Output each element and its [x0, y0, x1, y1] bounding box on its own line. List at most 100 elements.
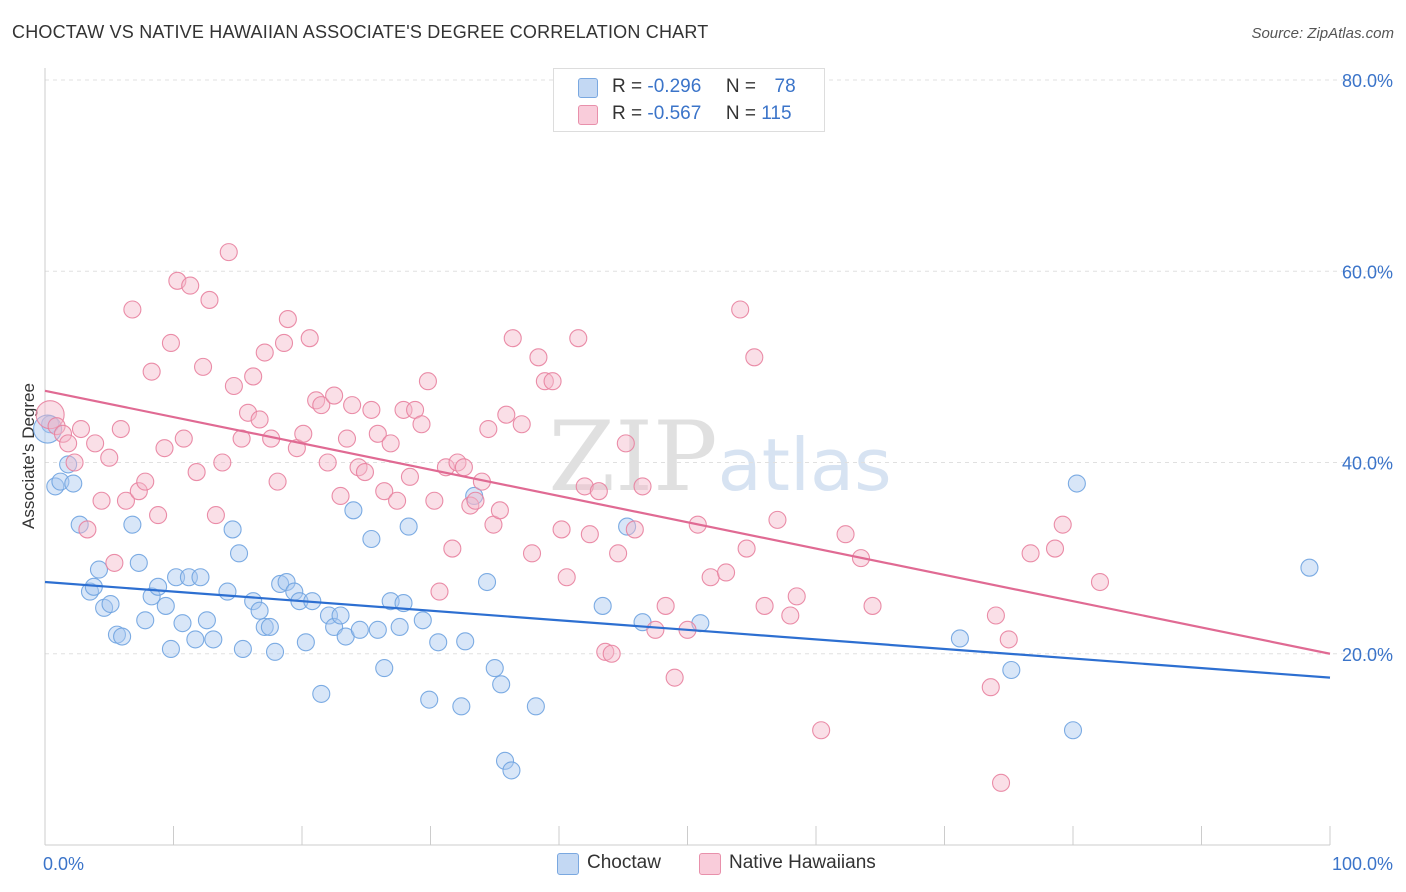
- native-hawaiians-point: [466, 491, 485, 510]
- native-hawaiians-point: [312, 396, 331, 415]
- choctaw-point: [113, 627, 132, 646]
- choctaw-point: [64, 474, 83, 493]
- native-hawaiians-point: [503, 329, 522, 348]
- choctaw-point: [492, 675, 511, 694]
- native-hawaiians-point: [665, 668, 684, 687]
- choctaw-point: [350, 620, 369, 639]
- choctaw-point: [312, 684, 331, 703]
- native-hawaiians-point: [412, 415, 431, 434]
- native-hawaiians-point: [512, 415, 531, 434]
- choctaw-point: [296, 633, 315, 652]
- native-hawaiians-point: [343, 396, 362, 415]
- native-hawaiians-point: [181, 276, 200, 295]
- native-hawaiians-point: [155, 439, 174, 458]
- native-hawaiians-point: [142, 362, 161, 381]
- native-hawaiians-trend-line: [44, 389, 1331, 655]
- legend-n-label: N =: [725, 76, 756, 97]
- native-hawaiians-point: [123, 300, 142, 319]
- choctaw-point: [233, 639, 252, 659]
- native-hawaiians-point: [149, 506, 168, 525]
- chart-title: CHOCTAW VS NATIVE HAWAIIAN ASSOCIATE'S D…: [12, 22, 709, 42]
- native-hawaiians-swatch: [699, 853, 721, 875]
- choctaw-point: [413, 611, 432, 630]
- choctaw-trend-line: [44, 580, 1331, 679]
- native-hawaiians-point: [557, 568, 576, 587]
- native-hawaiians-point: [787, 587, 806, 606]
- choctaw-point: [1300, 558, 1319, 577]
- choctaw-point: [1002, 660, 1021, 680]
- native-hawaiians-point: [1053, 515, 1072, 534]
- native-hawaiians-point: [543, 372, 562, 391]
- native-hawaiians-point: [589, 482, 608, 501]
- native-hawaiians-point: [278, 310, 297, 329]
- source-label: Source: ZipAtlas.com: [1251, 25, 1394, 42]
- choctaw-point: [255, 617, 274, 637]
- choctaw-point: [344, 501, 363, 520]
- native-hawaiians-point: [575, 477, 594, 496]
- native-hawaiians-point: [213, 453, 232, 472]
- native-hawaiians-point: [701, 568, 720, 587]
- native-hawaiians-point: [274, 333, 294, 353]
- native-hawaiians-point: [646, 620, 665, 639]
- choctaw-point: [456, 632, 475, 651]
- native-hawaiians-point: [400, 467, 419, 486]
- native-hawaiians-point: [1045, 539, 1065, 558]
- native-hawaiians-point: [111, 419, 130, 439]
- choctaw-point: [229, 544, 249, 563]
- choctaw-point: [452, 697, 471, 716]
- native-hawaiians-point: [53, 424, 73, 443]
- choctaw-point: [46, 477, 65, 496]
- native-hawaiians-point: [418, 372, 437, 391]
- native-hawaiians-point: [238, 403, 258, 422]
- native-hawaiians-point: [812, 721, 831, 740]
- legend-swatch-choctaw: [578, 78, 598, 98]
- native-hawaiians-point: [35, 400, 65, 430]
- choctaw-point: [89, 560, 109, 579]
- native-hawaiians-point: [174, 429, 193, 448]
- native-hawaiians-point: [609, 544, 628, 563]
- native-hawaiians-point: [206, 506, 225, 525]
- native-hawaiians-point: [425, 491, 444, 510]
- choctaw-point: [399, 517, 418, 536]
- choctaw-point: [593, 596, 612, 615]
- choctaw-point: [197, 611, 216, 630]
- native-hawaiians-point: [136, 472, 155, 491]
- native-hawaiians-point: [255, 343, 274, 362]
- native-hawaiians-point: [294, 424, 313, 443]
- native-hawaiians-point: [362, 400, 381, 419]
- native-hawaiians-point: [65, 453, 84, 472]
- choctaw-point: [173, 614, 192, 633]
- native-hawaiians-point: [716, 563, 736, 582]
- native-hawaiians-point: [737, 539, 756, 558]
- choctaw-point: [502, 761, 521, 780]
- choctaw-point: [204, 630, 223, 649]
- native-hawaiians-point: [981, 678, 1000, 697]
- native-hawaiians-point: [307, 391, 326, 410]
- native-hawaiians-point: [300, 329, 319, 348]
- choctaw-point: [485, 659, 504, 678]
- native-hawaiians-point: [1090, 572, 1110, 592]
- native-hawaiians-point: [454, 458, 473, 477]
- choctaw-point: [161, 639, 180, 659]
- native-hawaiians-point: [78, 520, 97, 539]
- x-tick-label: 100.0%: [1332, 854, 1393, 874]
- native-hawaiians-point: [656, 596, 675, 615]
- native-hawaiians-point: [991, 773, 1011, 792]
- choctaw-point: [1063, 721, 1083, 740]
- choctaw-point: [390, 617, 409, 637]
- native-hawaiians-point: [100, 448, 119, 467]
- native-hawaiians-point: [443, 539, 462, 558]
- choctaw-point: [271, 574, 290, 593]
- choctaw-label: Choctaw: [587, 852, 661, 873]
- native-hawaiians-point: [116, 491, 136, 510]
- native-hawaiians-point: [105, 553, 124, 572]
- choctaw-point: [136, 611, 155, 630]
- y-tick-label: 60.0%: [1342, 262, 1393, 282]
- native-hawaiians-point: [625, 520, 644, 539]
- y-tick-label: 20.0%: [1342, 645, 1393, 665]
- choctaw-point: [950, 629, 969, 648]
- native-hawaiians-point: [497, 405, 516, 424]
- choctaw-point: [156, 596, 175, 615]
- native-hawaiians-point: [187, 463, 206, 482]
- legend-n-label: N =: [725, 103, 756, 124]
